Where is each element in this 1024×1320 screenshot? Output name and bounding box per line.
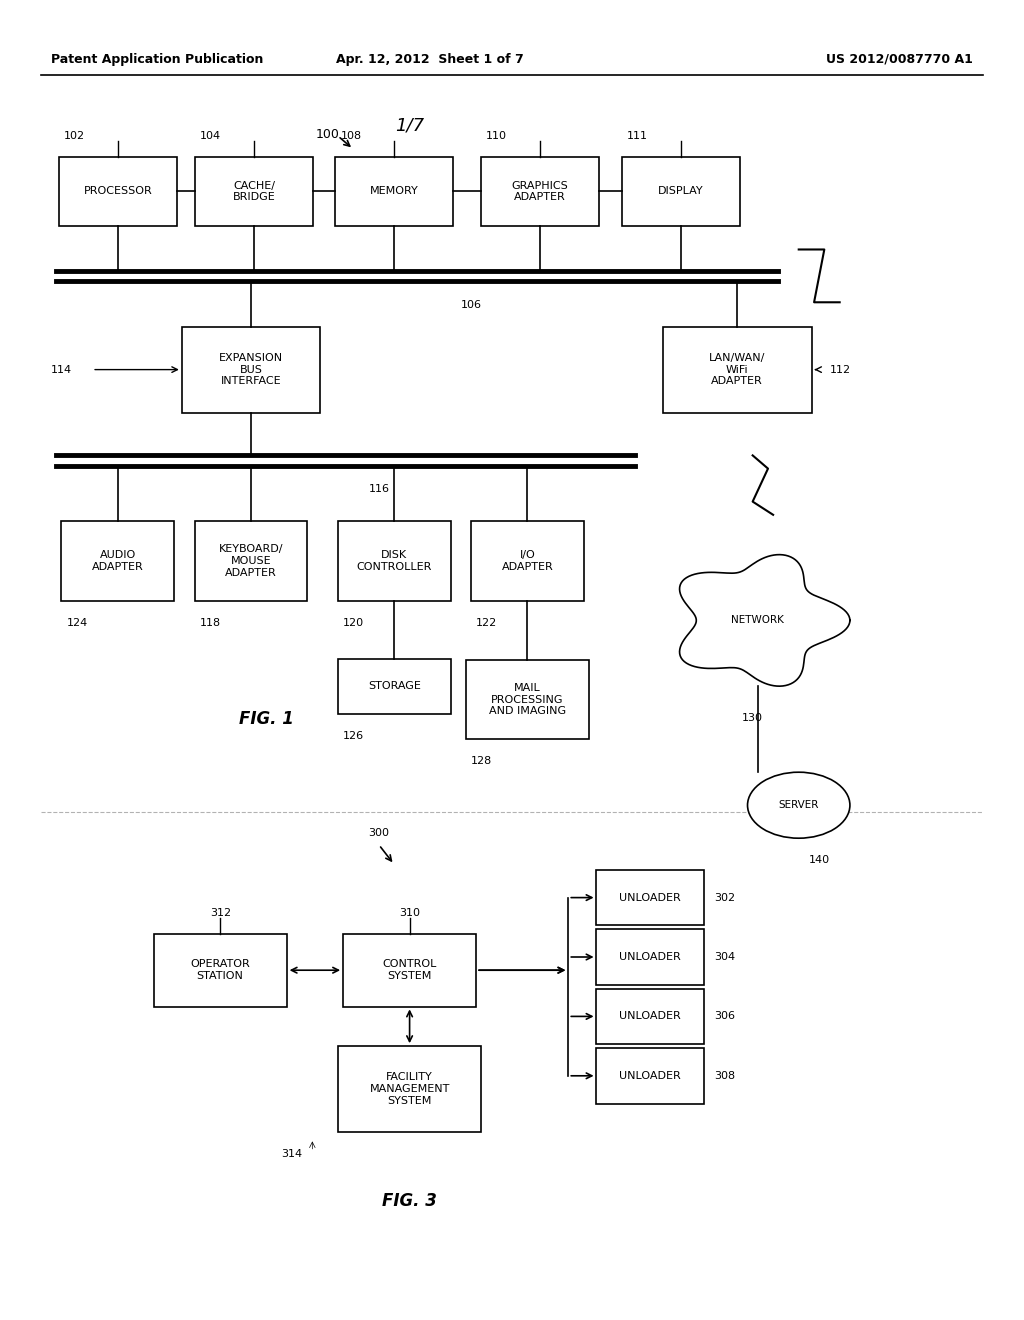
Text: 118: 118 (200, 618, 221, 628)
FancyBboxPatch shape (596, 929, 705, 985)
FancyBboxPatch shape (596, 1048, 705, 1104)
Text: STORAGE: STORAGE (368, 681, 421, 692)
Text: UNLOADER: UNLOADER (620, 892, 681, 903)
Text: 310: 310 (399, 908, 421, 919)
FancyBboxPatch shape (466, 660, 589, 739)
Text: 306: 306 (715, 1011, 735, 1022)
FancyBboxPatch shape (154, 935, 287, 1006)
Text: 130: 130 (742, 713, 763, 723)
Text: EXPANSION
BUS
INTERFACE: EXPANSION BUS INTERFACE (219, 352, 283, 387)
Text: 126: 126 (343, 731, 365, 742)
Text: UNLOADER: UNLOADER (620, 1071, 681, 1081)
Text: 112: 112 (829, 364, 851, 375)
FancyBboxPatch shape (338, 521, 451, 601)
Text: 108: 108 (340, 131, 361, 141)
Text: SERVER: SERVER (778, 800, 819, 810)
FancyBboxPatch shape (195, 157, 313, 226)
Text: 114: 114 (50, 364, 72, 375)
Polygon shape (680, 554, 850, 686)
Text: CACHE/
BRIDGE: CACHE/ BRIDGE (232, 181, 275, 202)
Text: 100: 100 (315, 128, 340, 141)
Text: US 2012/0087770 A1: US 2012/0087770 A1 (826, 53, 973, 66)
Text: 302: 302 (715, 892, 735, 903)
Text: 300: 300 (369, 828, 390, 838)
FancyBboxPatch shape (481, 157, 598, 226)
Text: DISK
CONTROLLER: DISK CONTROLLER (356, 550, 432, 572)
Text: MEMORY: MEMORY (370, 186, 419, 197)
Text: 104: 104 (201, 131, 221, 141)
FancyBboxPatch shape (596, 989, 705, 1044)
Text: 128: 128 (471, 756, 493, 767)
Text: 304: 304 (715, 952, 735, 962)
FancyBboxPatch shape (623, 157, 739, 226)
Text: PROCESSOR: PROCESSOR (83, 186, 153, 197)
FancyBboxPatch shape (338, 659, 451, 714)
Text: UNLOADER: UNLOADER (620, 1011, 681, 1022)
Text: CONTROL
SYSTEM: CONTROL SYSTEM (382, 960, 437, 981)
Text: 308: 308 (715, 1071, 735, 1081)
FancyBboxPatch shape (343, 935, 476, 1006)
Text: 122: 122 (476, 618, 498, 628)
Ellipse shape (748, 772, 850, 838)
Text: 124: 124 (67, 618, 88, 628)
Text: FIG. 1: FIG. 1 (239, 710, 294, 729)
Text: 1/7: 1/7 (395, 116, 424, 135)
Text: MAIL
PROCESSING
AND IMAGING: MAIL PROCESSING AND IMAGING (488, 682, 566, 717)
FancyBboxPatch shape (59, 157, 177, 226)
Text: 314: 314 (282, 1148, 303, 1159)
Text: 312: 312 (210, 908, 231, 919)
FancyBboxPatch shape (195, 521, 307, 601)
Text: GRAPHICS
ADAPTER: GRAPHICS ADAPTER (511, 181, 568, 202)
FancyBboxPatch shape (61, 521, 174, 601)
Text: 106: 106 (461, 300, 481, 310)
Text: DISPLAY: DISPLAY (658, 186, 703, 197)
Text: 110: 110 (486, 131, 507, 141)
Text: Patent Application Publication: Patent Application Publication (51, 53, 263, 66)
Text: 140: 140 (809, 855, 830, 866)
Text: 111: 111 (627, 131, 648, 141)
Text: FACILITY
MANAGEMENT
SYSTEM: FACILITY MANAGEMENT SYSTEM (370, 1072, 450, 1106)
Text: 120: 120 (343, 618, 365, 628)
Text: AUDIO
ADAPTER: AUDIO ADAPTER (92, 550, 143, 572)
Text: LAN/WAN/
WiFi
ADAPTER: LAN/WAN/ WiFi ADAPTER (709, 352, 766, 387)
Text: NETWORK: NETWORK (731, 615, 784, 626)
FancyBboxPatch shape (336, 157, 453, 226)
FancyBboxPatch shape (664, 327, 811, 412)
Text: KEYBOARD/
MOUSE
ADAPTER: KEYBOARD/ MOUSE ADAPTER (219, 544, 283, 578)
Text: UNLOADER: UNLOADER (620, 952, 681, 962)
Text: Apr. 12, 2012  Sheet 1 of 7: Apr. 12, 2012 Sheet 1 of 7 (336, 53, 524, 66)
FancyBboxPatch shape (471, 521, 584, 601)
Text: I/O
ADAPTER: I/O ADAPTER (502, 550, 553, 572)
FancyBboxPatch shape (338, 1045, 481, 1133)
FancyBboxPatch shape (182, 327, 319, 412)
Text: 116: 116 (369, 484, 389, 495)
Text: 102: 102 (63, 131, 85, 141)
Text: FIG. 3: FIG. 3 (382, 1192, 437, 1210)
Text: OPERATOR
STATION: OPERATOR STATION (190, 960, 250, 981)
FancyBboxPatch shape (596, 870, 705, 925)
